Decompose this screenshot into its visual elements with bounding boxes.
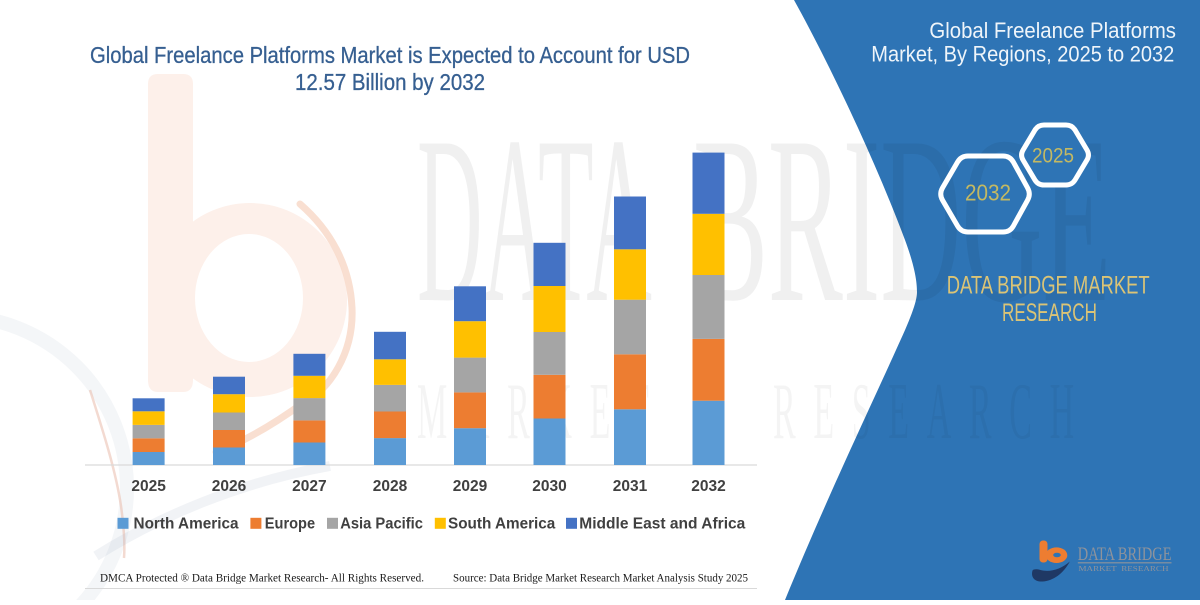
svg-text:Source: Data Bridge Market Res: Source: Data Bridge Market Research Mark… xyxy=(453,571,748,585)
svg-text:South America: South America xyxy=(448,516,556,533)
svg-text:DATA BRIDGE: DATA BRIDGE xyxy=(1078,544,1172,565)
svg-text:DATA BRIDGE MARKET: DATA BRIDGE MARKET xyxy=(947,272,1150,300)
svg-text:Asia Pacific: Asia Pacific xyxy=(340,516,423,533)
svg-text:RESEARCH: RESEARCH xyxy=(1002,299,1097,327)
svg-text:2026: 2026 xyxy=(212,478,247,495)
svg-text:North America: North America xyxy=(134,516,239,533)
svg-text:2028: 2028 xyxy=(373,478,408,495)
svg-text:Middle East and Africa: Middle East and Africa xyxy=(579,516,745,533)
svg-text:DMCA Protected ® Data Bridge M: DMCA Protected ® Data Bridge Market Rese… xyxy=(100,571,424,585)
svg-text:2032: 2032 xyxy=(965,180,1011,206)
svg-text:2027: 2027 xyxy=(292,478,326,495)
svg-text:Market, By Regions, 2025 to 20: Market, By Regions, 2025 to 2032 xyxy=(871,42,1174,67)
svg-text:2025: 2025 xyxy=(131,478,166,495)
svg-text:2025: 2025 xyxy=(1032,145,1074,168)
svg-text:2030: 2030 xyxy=(532,478,566,495)
svg-text:RESEARCH: RESEARCH xyxy=(773,368,1092,457)
svg-text:2029: 2029 xyxy=(453,478,488,495)
svg-text:2031: 2031 xyxy=(613,478,648,495)
svg-text:2032: 2032 xyxy=(691,478,725,495)
svg-text:Global Freelance Platforms Mar: Global Freelance Platforms Market is Exp… xyxy=(90,42,690,68)
svg-text:Europe: Europe xyxy=(265,516,316,533)
svg-text:12.57 Billion by 2032: 12.57 Billion by 2032 xyxy=(295,69,485,95)
svg-text:MARKET RESEARCH: MARKET RESEARCH xyxy=(1079,564,1170,573)
svg-text:Global Freelance Platforms: Global Freelance Platforms xyxy=(929,18,1176,43)
